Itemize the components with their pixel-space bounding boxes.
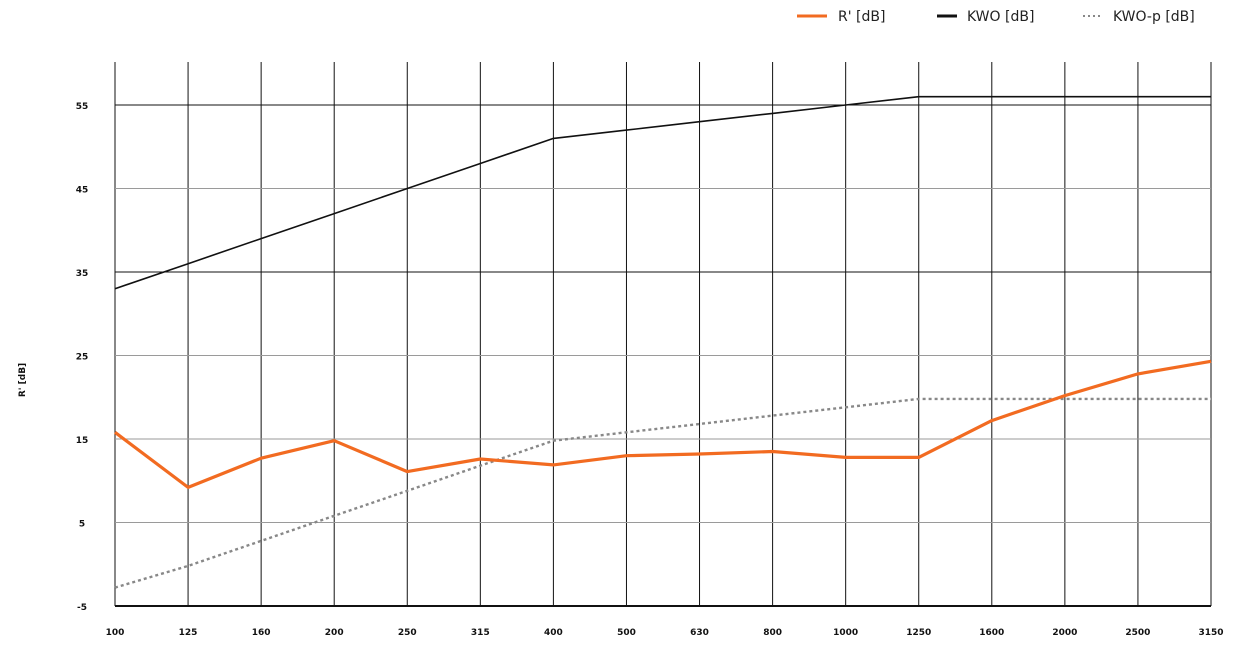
series-line-kwo — [114, 95, 1211, 290]
legend-label: KWO-p [dB] — [1113, 9, 1195, 25]
x-tick-label: 1000 — [833, 628, 858, 638]
x-tick-label: 500 — [617, 628, 636, 638]
series-line-r-prime — [114, 359, 1212, 489]
x-tick-label: 800 — [763, 628, 782, 638]
y-tick-label: 45 — [76, 186, 89, 196]
x-tick-label: 2000 — [1052, 628, 1077, 638]
x-tick-label: 1250 — [906, 628, 931, 638]
legend-item-r-prime: R' [dB] — [797, 9, 885, 25]
x-tick-label: 100 — [106, 628, 125, 638]
x-tick-label: 250 — [398, 628, 417, 638]
x-tick-label: 315 — [471, 628, 490, 638]
y-tick-label: 25 — [76, 353, 89, 363]
x-tick-label: 400 — [544, 628, 563, 638]
y-tick-label: -5 — [77, 603, 87, 613]
x-tick-label: 200 — [325, 628, 344, 638]
axes: 100 125 160 200 250 315 400 500 630 800 1000 1250 16… — [18, 102, 1224, 638]
legend: R' [dB] KWO [dB] KWO-p [dB] — [797, 9, 1195, 25]
series-line-kwo-p — [114, 397, 1211, 589]
x-tick-label: 2500 — [1125, 628, 1150, 638]
legend-label: R' [dB] — [838, 9, 885, 25]
x-tick-label: 1600 — [979, 628, 1004, 638]
grid — [114, 62, 1212, 607]
y-tick-label: 35 — [76, 269, 89, 279]
legend-item-kwo: KWO [dB] — [937, 9, 1034, 25]
x-tick-label: 630 — [690, 628, 709, 638]
series-lines — [114, 95, 1212, 589]
legend-label: KWO [dB] — [967, 9, 1034, 25]
y-axis-title: R' [dB] — [18, 363, 28, 397]
x-tick-label: 125 — [179, 628, 198, 638]
y-tick-label: 55 — [76, 102, 89, 112]
x-tick-label: 3150 — [1198, 628, 1223, 638]
y-tick-label: 5 — [79, 520, 85, 530]
x-tick-label: 160 — [252, 628, 271, 638]
y-tick-label: 15 — [76, 436, 89, 446]
legend-item-kwo-p: KWO-p [dB] — [1083, 9, 1195, 25]
